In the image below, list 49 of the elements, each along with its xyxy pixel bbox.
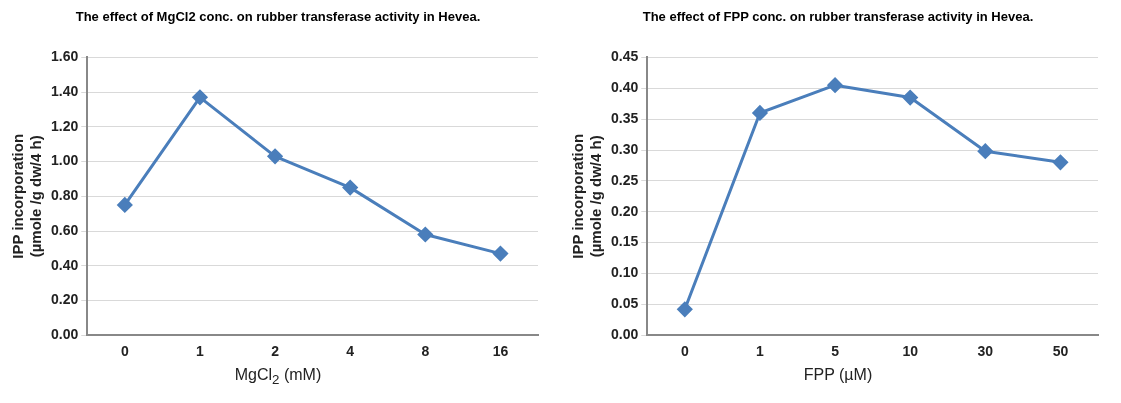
- x-tick-label: 30: [977, 343, 994, 360]
- y-tick-label: 0.00: [51, 326, 79, 343]
- x-tick-label: 2: [271, 343, 280, 360]
- point: [827, 77, 843, 93]
- x-axis-title: MgCl$_{2}$ (mM): [234, 366, 322, 388]
- point: [267, 148, 283, 164]
- point: [117, 197, 133, 213]
- y-tick-label: 0.25: [611, 171, 639, 188]
- y-tick-label: 0.40: [611, 79, 639, 96]
- y-tick-label: 1.60: [51, 48, 79, 65]
- x-axis-title: FPP (µM): [803, 366, 873, 384]
- y-tick-label: 0.60: [51, 221, 79, 238]
- x-tick-label: 8: [421, 343, 430, 360]
- y-tick-label: 0.35: [611, 109, 639, 126]
- y-tick-label: 0.15: [611, 233, 639, 250]
- y-tick-label: 0.80: [51, 187, 79, 204]
- y-tick-label: 0.10: [611, 264, 639, 281]
- point: [417, 227, 433, 242]
- y-tick-label: 0.20: [611, 202, 639, 219]
- y-axis-title: IPP incorporation (µmole /g dw/4 h): [9, 133, 45, 259]
- y-tick-label: 0.05: [611, 295, 639, 312]
- point: [902, 90, 918, 106]
- y-tick-label: 0.20: [51, 291, 79, 308]
- y-tick-label: 0.30: [611, 140, 639, 157]
- y-tick-label: 1.00: [51, 152, 79, 169]
- x-tick-label: 50: [1052, 343, 1069, 360]
- y-tick-label: 0.40: [51, 256, 79, 273]
- point: [342, 180, 358, 196]
- x-tick-label: 0: [120, 343, 129, 360]
- x-tick-label: 1: [196, 343, 205, 360]
- point: [192, 89, 208, 105]
- y-tick-label: 1.40: [51, 82, 79, 99]
- point: [977, 143, 993, 159]
- y-tick-label: 0.00: [611, 326, 639, 343]
- x-tick-label: 1: [756, 343, 765, 360]
- y-axis-title: IPP incorporation (µmole /g dw/4 h): [569, 133, 605, 259]
- x-tick-label: 10: [902, 343, 919, 360]
- chart-title: The effect of MgCl2 conc. on rubber transferase activity in Hevea.: [74, 8, 482, 26]
- x-tick-label: 4: [346, 343, 355, 360]
- point: [677, 301, 693, 317]
- point: [752, 105, 768, 121]
- x-tick-label: 16: [492, 343, 509, 360]
- y-tick-label: 1.20: [51, 117, 79, 134]
- x-tick-label: 0: [680, 343, 689, 360]
- chart-title: The effect of FPP conc. on rubber transferase activity in Hevea.: [641, 8, 1035, 26]
- point: [492, 246, 508, 262]
- point: [1052, 154, 1068, 170]
- y-tick-label: 0.45: [611, 48, 639, 65]
- x-tick-label: 5: [831, 343, 840, 360]
